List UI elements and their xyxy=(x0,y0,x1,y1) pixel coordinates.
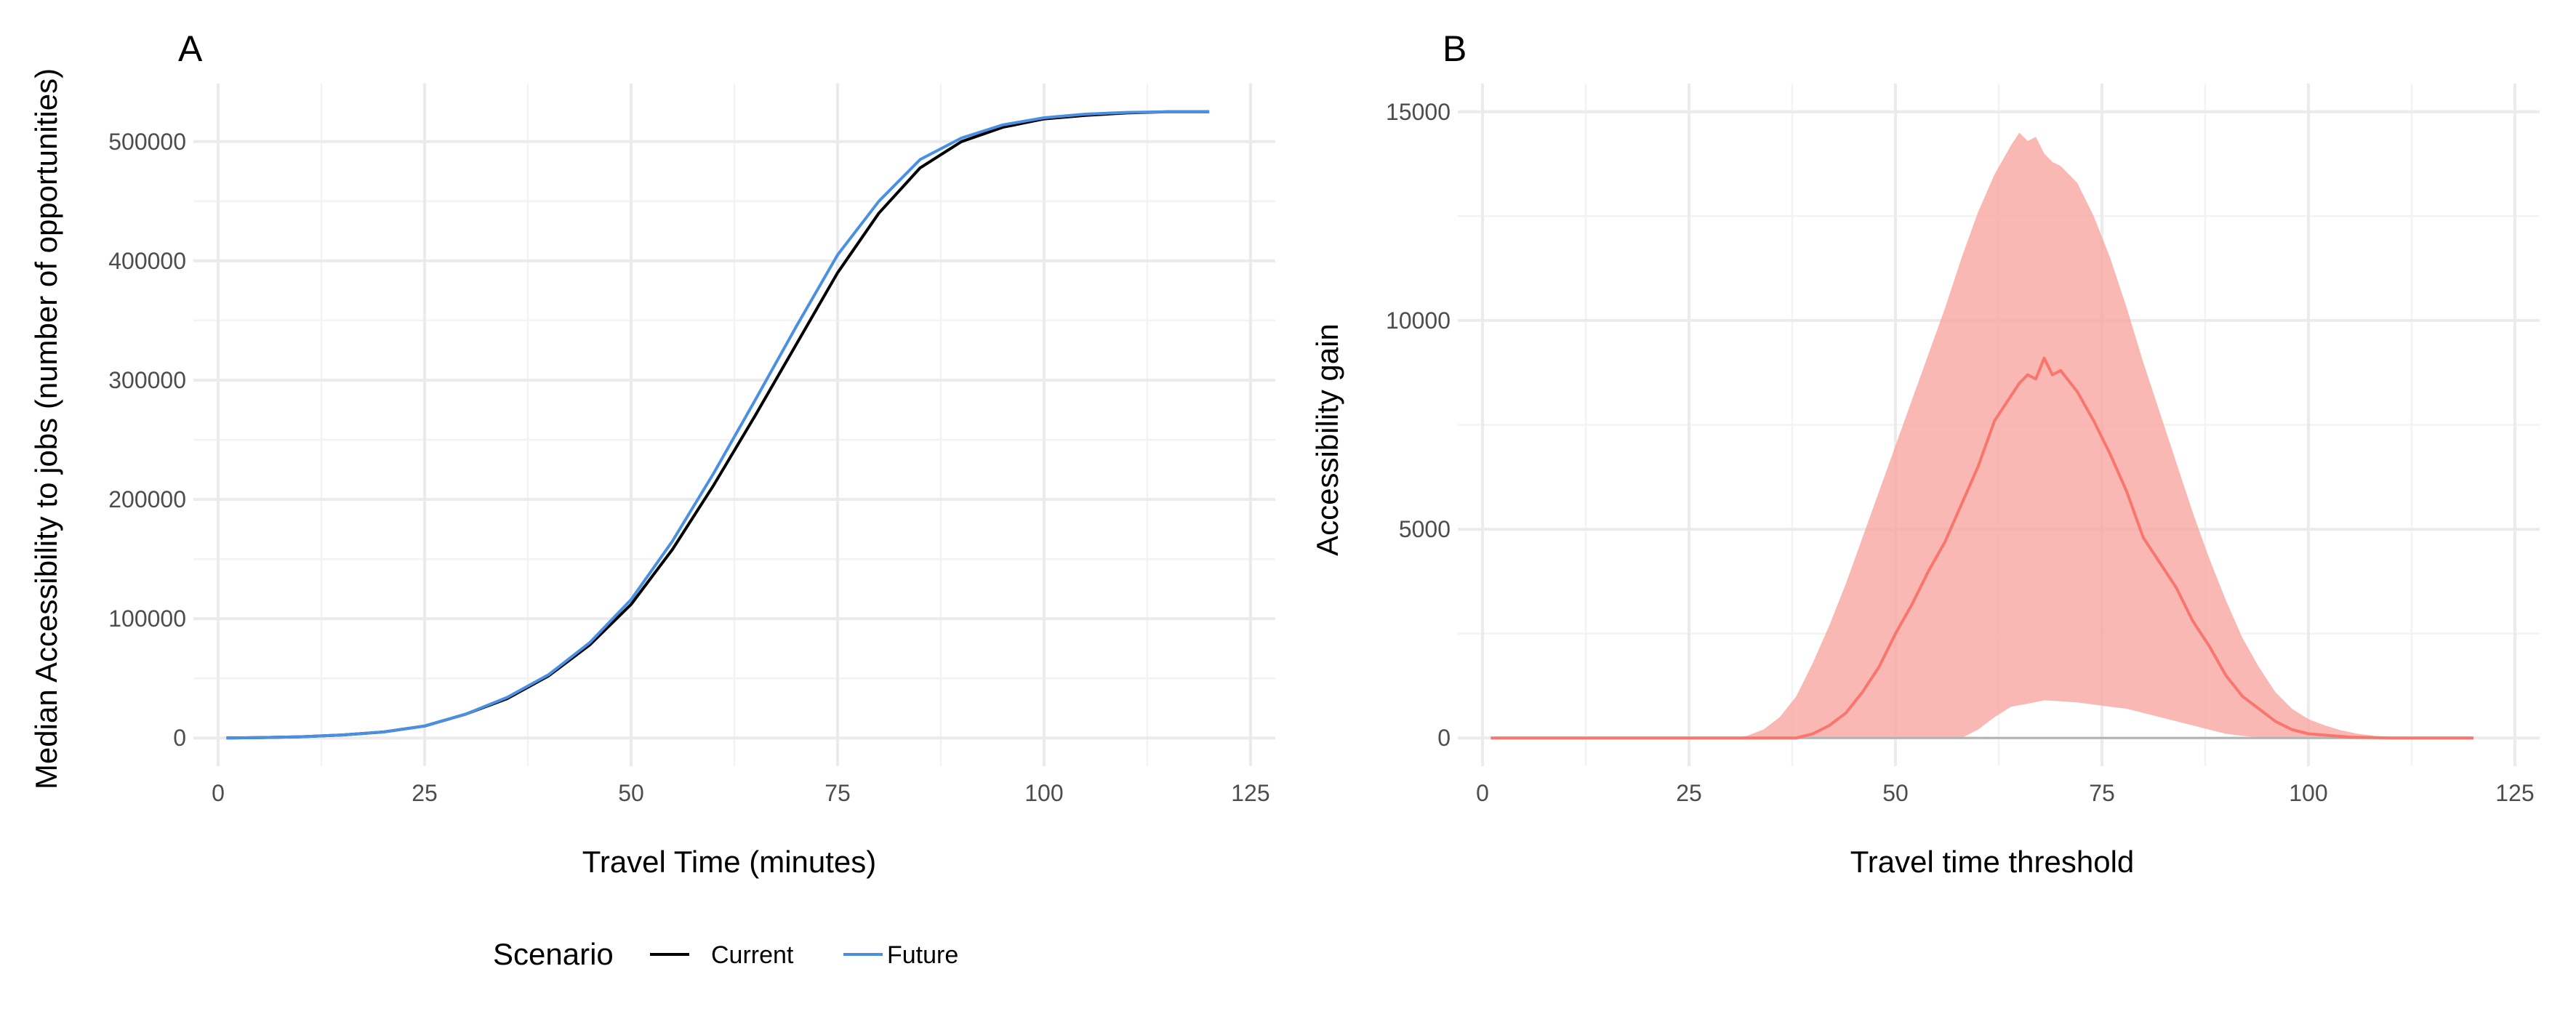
y-tick-label: 0 xyxy=(1437,725,1450,751)
panel-a: 0 25 50 75 100 125 0 100000 200000 300000 400000 5… xyxy=(29,28,1275,879)
y-tick-label: 0 xyxy=(173,725,186,751)
x-tick-label: 100 xyxy=(1024,780,1063,806)
legend-label-future: Future xyxy=(887,941,958,969)
legend: Scenario Current Future xyxy=(493,937,958,971)
panel-a-tag: A xyxy=(178,28,203,69)
x-tick-label: 25 xyxy=(412,780,438,806)
y-tick-label: 200000 xyxy=(108,486,186,512)
panel-a-series xyxy=(226,110,1210,740)
y-tick-label: 5000 xyxy=(1399,516,1450,542)
x-tick-label: 25 xyxy=(1676,780,1702,806)
legend-label-current: Current xyxy=(711,941,794,969)
x-tick-label: 100 xyxy=(2289,780,2327,806)
x-tick-label: 75 xyxy=(824,780,851,806)
legend-title: Scenario xyxy=(493,937,614,971)
x-tick-label: 50 xyxy=(1882,780,1909,806)
panel-a-x-ticks: 0 25 50 75 100 125 xyxy=(212,780,1269,806)
panel-a-y-axis-title: Median Accessibility to jobs (number of … xyxy=(29,68,63,789)
panel-b-y-ticks: 0 5000 10000 15000 xyxy=(1386,99,1450,751)
panel-b-series xyxy=(1490,132,2474,740)
x-tick-label: 0 xyxy=(1476,780,1489,806)
y-tick-label: 300000 xyxy=(108,367,186,393)
x-tick-label: 75 xyxy=(2089,780,2115,806)
x-tick-label: 50 xyxy=(618,780,644,806)
y-tick-label: 100000 xyxy=(108,605,186,632)
panel-a-x-axis-title: Travel Time (minutes) xyxy=(582,845,877,879)
panel-b-x-ticks: 0 25 50 75 100 125 xyxy=(1476,780,2534,806)
y-tick-label: 500000 xyxy=(108,129,186,155)
median-gain-line xyxy=(1490,356,2474,740)
y-tick-label: 400000 xyxy=(108,248,186,274)
panel-b: 0 25 50 75 100 125 0 5000 10000 15000 B Travel t… xyxy=(1310,28,2540,879)
panel-b-tag: B xyxy=(1443,28,1466,69)
panel-a-y-ticks: 0 100000 200000 300000 400000 500000 xyxy=(108,129,186,751)
series-line-current xyxy=(226,110,1210,740)
panel-b-x-axis-title: Travel time threshold xyxy=(1850,845,2135,879)
y-tick-label: 15000 xyxy=(1386,99,1450,125)
confidence-ribbon xyxy=(1490,132,2474,739)
x-tick-label: 0 xyxy=(212,780,225,806)
y-tick-label: 10000 xyxy=(1386,307,1450,334)
series-line-future xyxy=(226,110,1210,740)
panel-a-grid xyxy=(193,84,1275,766)
x-tick-label: 125 xyxy=(1231,780,1269,806)
x-tick-label: 125 xyxy=(2495,780,2534,806)
panel-b-y-axis-title: Accessibility gain xyxy=(1310,323,1344,556)
